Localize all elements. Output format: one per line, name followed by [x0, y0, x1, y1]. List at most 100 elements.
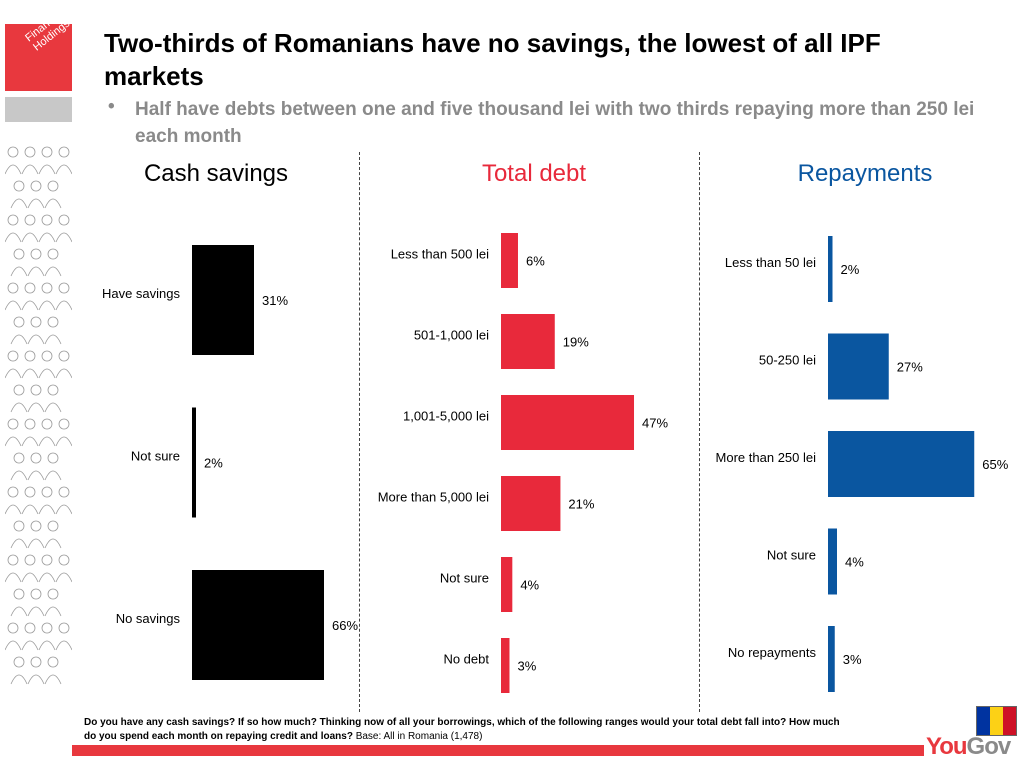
crowd-head [13, 248, 25, 260]
repayments-category-label: Not sure [767, 548, 816, 563]
crowd-head [41, 418, 53, 430]
crowd-head [13, 452, 25, 464]
crowd-body [38, 300, 56, 311]
crowd-head [58, 282, 70, 294]
logo-grey-bar [5, 97, 72, 122]
crowd-head [24, 282, 36, 294]
crowd-head [7, 146, 19, 158]
total-debt-value-label: 3% [517, 659, 536, 674]
crowd-head [47, 588, 59, 600]
crowd-head [24, 622, 36, 634]
crowd-body [21, 232, 39, 243]
crowd-body [55, 572, 72, 583]
total-debt-bar-no-debt [501, 638, 510, 693]
crowd-body [44, 538, 62, 549]
crowd-head [30, 384, 42, 396]
crowd-head [13, 588, 25, 600]
total-debt-category-label: 1,001-5,000 lei [403, 409, 489, 424]
crowd-body [55, 504, 72, 515]
crowd-head [47, 520, 59, 532]
crowd-body [21, 436, 39, 447]
crowd-body [10, 334, 28, 345]
crowd-head [7, 622, 19, 634]
crowd-body [5, 504, 22, 515]
repayments-bar-50-250-lei [828, 333, 889, 400]
crowd-head [24, 214, 36, 226]
crowd-head [7, 554, 19, 566]
crowd-head [13, 316, 25, 328]
total-debt-bar-less-than-500-lei [501, 233, 518, 288]
total-debt-value-label: 21% [568, 497, 594, 512]
repayments-category-label: No repayments [728, 645, 817, 660]
cash-savings-value-label: 31% [262, 293, 288, 308]
footer-red-bar [72, 745, 924, 756]
crowd-head [30, 588, 42, 600]
crowd-body [27, 674, 45, 685]
crowd-head [41, 282, 53, 294]
flag-stripe-blue [977, 707, 990, 735]
crowd-head [13, 384, 25, 396]
crowd-body [27, 538, 45, 549]
crowd-head [24, 350, 36, 362]
crowd-head [41, 146, 53, 158]
crowd-head [58, 146, 70, 158]
crowd-body [55, 232, 72, 243]
crowd-head [30, 180, 42, 192]
crowd-body [55, 436, 72, 447]
crowd-body [5, 436, 22, 447]
crowd-body [27, 198, 45, 209]
cash-savings-bar-not-sure [192, 407, 196, 518]
company-logo: Financial Holdings [5, 24, 72, 91]
crowd-body [10, 538, 28, 549]
crowd-head [30, 656, 42, 668]
crowd-body [27, 470, 45, 481]
repayments-bar-not-sure [828, 528, 837, 595]
crowd-head [7, 486, 19, 498]
crowd-body [38, 572, 56, 583]
cash-savings-bar-have-savings [192, 245, 254, 355]
total-debt-value-label: 6% [526, 254, 545, 269]
crowd-illustration [5, 146, 72, 685]
crowd-body [5, 640, 22, 651]
crowd-head [13, 520, 25, 532]
footer-question: Do you have any cash savings? If so how … [84, 717, 840, 742]
crowd-body [27, 402, 45, 413]
total-debt-category-label: More than 5,000 lei [378, 490, 489, 505]
subtitle-bullet: • [108, 96, 115, 117]
divider-right [699, 152, 700, 712]
crowd-body [44, 334, 62, 345]
repayments-bar-no-repayments [828, 626, 835, 692]
total-debt-title: Total debt [481, 160, 587, 187]
total-debt-bar-not-sure [501, 557, 513, 612]
repayments-bar-less-than-50-lei [828, 236, 833, 302]
crowd-head [47, 180, 59, 192]
crowd-head [13, 656, 25, 668]
crowd-body [21, 640, 39, 651]
repayments-value-label: 3% [843, 652, 862, 667]
romania-flag [976, 706, 1017, 736]
crowd-head [24, 418, 36, 430]
yougov-logo: YouGov [926, 733, 1012, 761]
crowd-body [21, 572, 39, 583]
footer-base: Base: All in Romania (1,478) [355, 731, 483, 742]
crowd-body [55, 300, 72, 311]
repayments-value-label: 27% [897, 360, 923, 375]
crowd-body [10, 674, 28, 685]
crowd-body [5, 164, 22, 175]
crowd-body [10, 470, 28, 481]
crowd-head [30, 452, 42, 464]
cash-savings-title: Cash savings [143, 160, 289, 187]
crowd-body [10, 402, 28, 413]
divider-left [359, 152, 360, 712]
crowd-head [7, 418, 19, 430]
crowd-head [47, 452, 59, 464]
crowd-head [58, 350, 70, 362]
total-debt-category-label: 501-1,000 lei [414, 328, 489, 343]
brand-gov: Gov [966, 733, 1012, 760]
crowd-head [41, 622, 53, 634]
crowd-body [5, 232, 22, 243]
crowd-body [44, 674, 62, 685]
crowd-body [27, 334, 45, 345]
footer-note: Do you have any cash savings? If so how … [84, 716, 844, 744]
